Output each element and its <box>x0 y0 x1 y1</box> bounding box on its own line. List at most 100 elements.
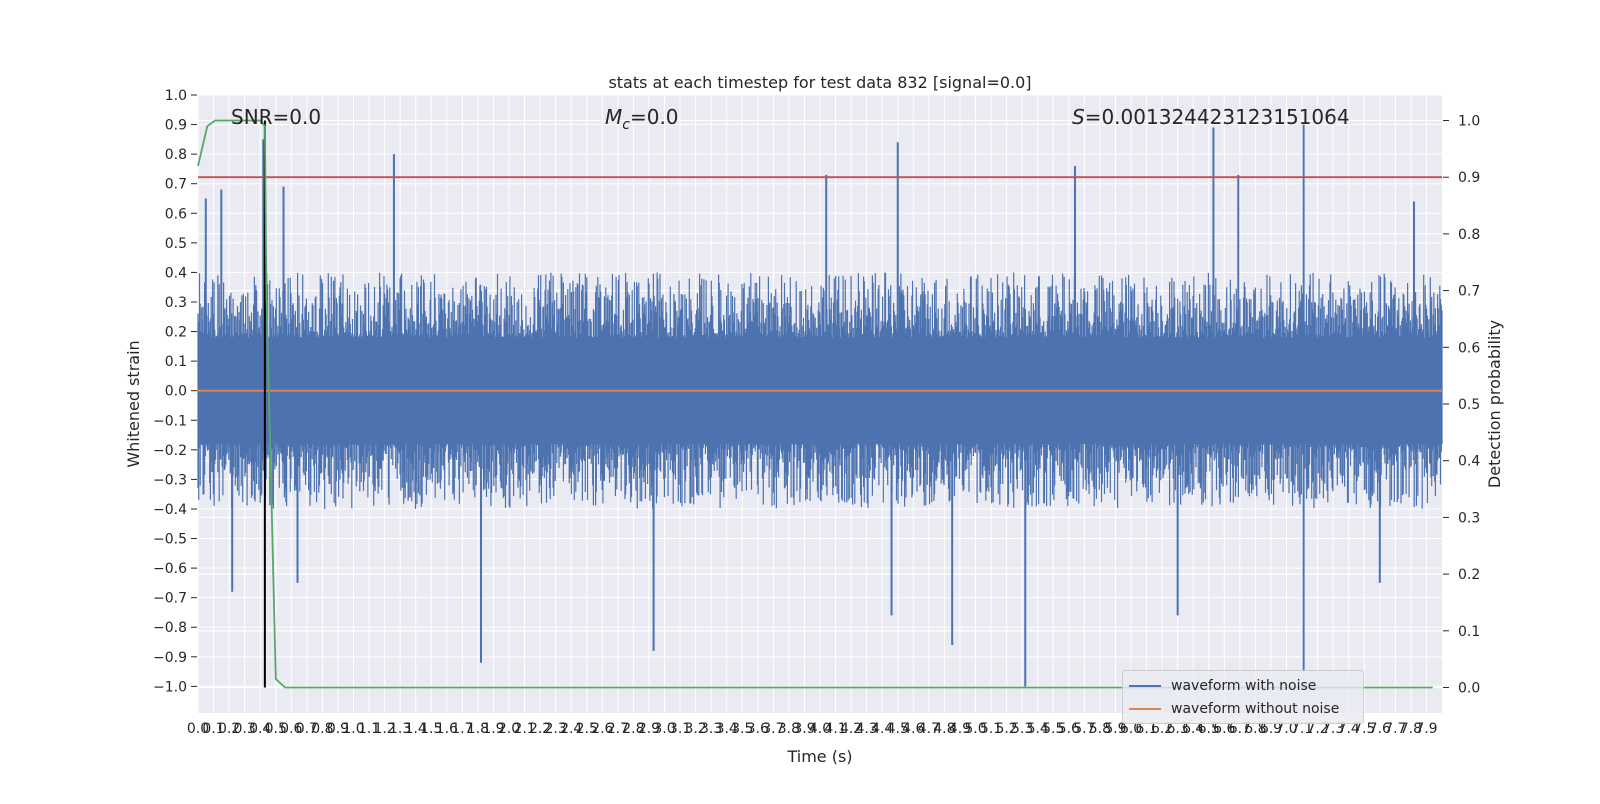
x-tick-label: 2.9 <box>638 721 660 737</box>
x-tick-label: 4.8 <box>933 721 955 737</box>
x-tick-label: 1.6 <box>436 721 458 737</box>
chart-title: stats at each timestep for test data 832… <box>608 73 1031 92</box>
legend: waveform with noise waveform without noi… <box>1122 670 1364 724</box>
legend-item-with-noise: waveform with noise <box>1129 675 1316 697</box>
y2-tick-label: 0.6 <box>1458 340 1480 356</box>
y2-tick-label: 0.0 <box>1458 680 1480 696</box>
x-tick-label: 3.5 <box>731 721 753 737</box>
x-tick-label: 2.7 <box>607 721 629 737</box>
y-tick-label: 0.2 <box>165 325 187 341</box>
x-tick-label: 2.0 <box>498 721 520 737</box>
x-tick-label: 7.8 <box>1400 721 1422 737</box>
y-tick-label: −0.8 <box>153 620 187 636</box>
x-tick-label: 0.8 <box>311 721 333 737</box>
y2-tick-label: 1.0 <box>1458 114 1480 130</box>
series-lines <box>197 119 1442 689</box>
y-tick-label: −0.2 <box>153 443 187 459</box>
x-tick-label: 3.4 <box>716 721 738 737</box>
x-tick-label: 4.2 <box>840 721 862 737</box>
y-tick-label: 0.7 <box>165 177 187 193</box>
x-tick-label: 3.9 <box>793 721 815 737</box>
x-tick-label: 0.6 <box>280 721 302 737</box>
x-tick-label: 4.5 <box>887 721 909 737</box>
x-tick-label: 1.4 <box>405 721 427 737</box>
x-tick-label: 5.6 <box>1058 721 1080 737</box>
x-tick-label: 5.5 <box>1042 721 1064 737</box>
x-tick-label: 7.3 <box>1322 721 1344 737</box>
x-tick-label: 2.4 <box>560 721 582 737</box>
x-tick-label: 6.1 <box>1135 721 1157 737</box>
y2-tick-label: 0.4 <box>1458 454 1480 470</box>
x-tick-label: 6.6 <box>1213 721 1235 737</box>
x-tick-label: 4.1 <box>824 721 846 737</box>
y-tick-label: 0.4 <box>165 265 187 281</box>
x-tick-label: 0.0 <box>187 721 209 737</box>
chirp-mass-value: =0.0 <box>630 105 679 129</box>
legend-label-without-noise: waveform without noise <box>1171 701 1340 717</box>
chirp-mass-symbol: M <box>605 105 622 129</box>
y-tick-label: 0.3 <box>165 295 187 311</box>
x-tick-label: 3.0 <box>653 721 675 737</box>
s-value: =0.001324423123151064 <box>1085 105 1350 129</box>
x-tick-label: 6.5 <box>1198 721 1220 737</box>
x-tick-label: 4.4 <box>871 721 893 737</box>
x-tick-label: 5.1 <box>980 721 1002 737</box>
y-tick-label: −0.6 <box>153 561 187 577</box>
x-tick-label: 0.3 <box>234 721 256 737</box>
x-tick-label: 1.3 <box>389 721 411 737</box>
y2-tick-label: 0.8 <box>1458 227 1480 243</box>
x-tick-label: 6.2 <box>1151 721 1173 737</box>
x-tick-label: 3.6 <box>747 721 769 737</box>
x-tick-label: 5.7 <box>1073 721 1095 737</box>
x-tick-label: 2.3 <box>545 721 567 737</box>
x-tick-label: 1.2 <box>373 721 395 737</box>
x-tick-label: 0.9 <box>327 721 349 737</box>
x-tick-label: 7.4 <box>1338 721 1360 737</box>
x-tick-label: 0.7 <box>296 721 318 737</box>
s-symbol: S <box>1072 105 1085 129</box>
y-tick-label: 0.8 <box>165 147 187 163</box>
x-tick-label: 6.9 <box>1260 721 1282 737</box>
y-tick-label: −0.5 <box>153 532 187 548</box>
y-tick-label: −0.7 <box>153 591 187 607</box>
chirp-mass-annotation: Mc=0.0 <box>605 105 679 133</box>
x-tick-label: 7.6 <box>1369 721 1391 737</box>
s-annotation: S=0.001324423123151064 <box>1072 105 1350 129</box>
x-tick-label: 2.8 <box>622 721 644 737</box>
x-tick-label: 3.2 <box>684 721 706 737</box>
x-tick-label: 2.1 <box>513 721 535 737</box>
series-detection-probability <box>197 119 1433 689</box>
chirp-mass-subscript: c <box>622 117 630 133</box>
y-tick-label: −0.3 <box>153 472 187 488</box>
ticks: 0.00.10.20.30.40.50.60.70.80.91.01.11.21… <box>153 88 1480 737</box>
legend-swatch-without-noise <box>1129 708 1161 710</box>
x-tick-label: 7.1 <box>1291 721 1313 737</box>
x-tick-label: 0.4 <box>249 721 271 737</box>
x-tick-label: 5.8 <box>1089 721 1111 737</box>
y-tick-label: −0.9 <box>153 650 187 666</box>
legend-item-without-noise: waveform without noise <box>1129 698 1339 720</box>
x-tick-label: 5.0 <box>964 721 986 737</box>
y-tick-label: 0.9 <box>165 118 187 134</box>
x-tick-label: 4.9 <box>949 721 971 737</box>
x-tick-label: 1.9 <box>482 721 504 737</box>
x-tick-label: 1.8 <box>467 721 489 737</box>
x-tick-label: 2.2 <box>529 721 551 737</box>
y2-axis-label: Detection probability <box>1485 320 1504 488</box>
x-tick-label: 2.6 <box>591 721 613 737</box>
x-tick-label: 0.2 <box>218 721 240 737</box>
x-tick-label: 3.8 <box>778 721 800 737</box>
x-tick-label: 3.7 <box>762 721 784 737</box>
y2-tick-label: 0.9 <box>1458 170 1480 186</box>
x-axis-label: Time (s) <box>786 747 852 766</box>
x-tick-label: 7.9 <box>1415 721 1437 737</box>
x-tick-label: 6.0 <box>1120 721 1142 737</box>
x-tick-label: 1.5 <box>420 721 442 737</box>
legend-label-with-noise: waveform with noise <box>1171 678 1317 694</box>
y-tick-label: 0.0 <box>165 384 187 400</box>
x-tick-label: 5.4 <box>1027 721 1049 737</box>
y-tick-label: 0.1 <box>165 354 187 370</box>
x-tick-label: 7.2 <box>1306 721 1328 737</box>
